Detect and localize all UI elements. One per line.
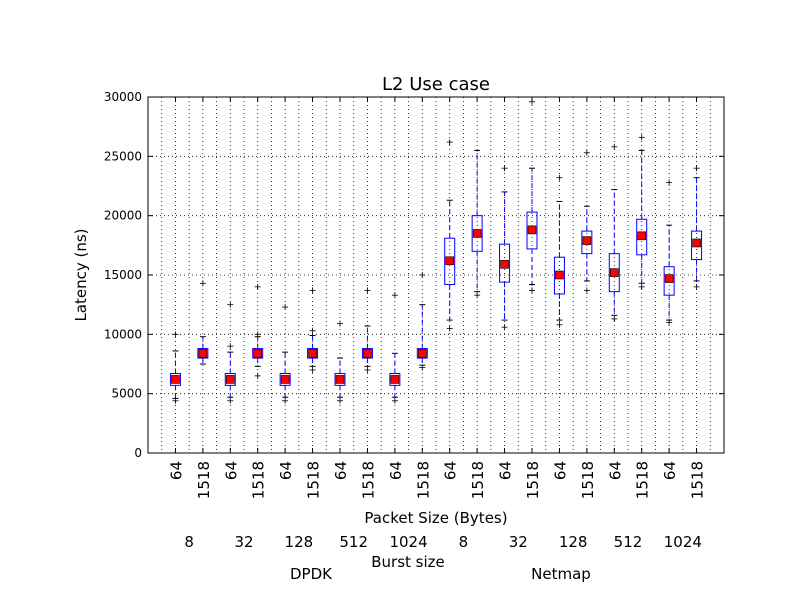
box-netmap-128-64 [553, 174, 565, 328]
box-netmap-512-1518 [636, 134, 648, 290]
box-dpdk-128-1518 [307, 287, 319, 373]
plot-area [169, 98, 703, 404]
mean-marker [198, 349, 208, 358]
mean-marker [664, 274, 674, 283]
burst-size-label: 8 [184, 533, 194, 551]
y-tick-label: 25000 [104, 149, 142, 163]
y-axis-label: Latency (ns) [72, 228, 90, 321]
x-tick-label: 64 [442, 461, 460, 480]
chart-title: L2 Use case [382, 74, 490, 95]
burst-size-label: 1024 [664, 533, 702, 551]
x-tick-label: 1518 [469, 461, 487, 499]
burst-size-label: 32 [234, 533, 253, 551]
box-iqr [526, 211, 538, 250]
x-tick-label: 64 [167, 461, 185, 480]
x-tick-label: 1518 [579, 461, 597, 499]
burst-size-label: 512 [614, 533, 643, 551]
mean-marker [472, 229, 482, 238]
mean-marker [308, 349, 317, 358]
x-tick-label: 1518 [305, 461, 323, 499]
burst-size-label: 32 [509, 533, 528, 551]
group-label-dpdk: DPDK [290, 565, 333, 583]
box-dpdk-1024-1518 [416, 272, 428, 371]
box-netmap-512-64 [608, 143, 620, 322]
y-tick-label: 15000 [104, 268, 142, 282]
mean-marker [527, 225, 537, 235]
box-netmap-128-1518 [581, 149, 593, 294]
mean-marker [555, 270, 564, 280]
x-tick-label: 64 [222, 461, 240, 480]
x-tick-label: 1518 [195, 461, 213, 499]
burst-size-label: 512 [339, 533, 368, 551]
x-tick-label: 1518 [634, 461, 652, 499]
box-iqr [553, 256, 565, 295]
x-tick-label: 1518 [250, 461, 268, 499]
x-tick-label: 1518 [524, 461, 542, 499]
x-tick-label: 64 [277, 461, 295, 480]
box-netmap-1024-64 [663, 179, 675, 326]
x-tick-label: 1518 [689, 461, 707, 499]
x-tick-label: 1518 [359, 461, 377, 499]
mean-marker [363, 349, 372, 358]
box-iqr [499, 243, 511, 283]
x-tick-label: 64 [497, 461, 515, 480]
box-netmap-8-1518 [471, 149, 483, 299]
box-iqr [581, 230, 593, 255]
box-iqr [636, 218, 648, 256]
burst-size-label: 8 [459, 533, 469, 551]
box-dpdk-128-64 [279, 304, 291, 404]
mean-marker [609, 268, 619, 277]
box-dpdk-32-64 [224, 301, 236, 404]
box-netmap-8-64 [444, 139, 456, 332]
burst-size-axis-label: Burst size [371, 553, 445, 571]
y-tick-label: 20000 [104, 209, 142, 223]
x-tick-label: 64 [387, 461, 405, 480]
group-label-netmap: Netmap [531, 565, 591, 583]
box-dpdk-512-1518 [361, 287, 373, 373]
mean-marker [390, 375, 400, 384]
burst-size-label: 1024 [389, 533, 427, 551]
mean-marker [335, 375, 345, 384]
x-tick-label: 64 [332, 461, 350, 480]
box-netmap-32-64 [499, 165, 511, 331]
box-dpdk-8-1518 [197, 280, 209, 365]
x-tick-label: 64 [661, 461, 679, 480]
y-tick-label: 5000 [111, 387, 142, 401]
mean-marker [225, 375, 235, 384]
mean-marker [445, 256, 455, 266]
box-iqr [663, 266, 675, 296]
box-dpdk-32-1518 [252, 283, 264, 379]
mean-marker [692, 238, 701, 248]
mean-marker [500, 260, 509, 269]
box-dpdk-8-64 [169, 331, 181, 404]
x-tick-label: 64 [551, 461, 569, 480]
x-tick-label: 64 [606, 461, 624, 480]
box-dpdk-512-64 [334, 320, 346, 404]
mean-marker [280, 375, 290, 384]
mean-marker [171, 375, 180, 384]
box-iqr [444, 237, 456, 285]
mean-marker [637, 231, 647, 241]
mean-marker [253, 349, 263, 358]
x-tick-label: 1518 [414, 461, 432, 499]
mean-marker [582, 236, 592, 245]
y-tick-label: 30000 [104, 90, 142, 104]
y-axis: 0 5000 10000 15000 20000 25000 30000 [104, 90, 724, 460]
burst-size-label: 128 [285, 533, 314, 551]
burst-size-labels: 8 32 128 512 1024 8 32 128 512 1024 [184, 533, 702, 551]
mean-marker [417, 349, 427, 358]
box-dpdk-1024-64 [389, 292, 401, 404]
box-netmap-1024-1518 [691, 165, 703, 290]
x-axis: 64 1518 64 1518 64 1518 64 1518 64 1518 64 1518 64 15… [167, 97, 707, 499]
y-tick-label: 10000 [104, 327, 142, 341]
x-axis-label: Packet Size (Bytes) [364, 509, 507, 527]
burst-size-label: 128 [559, 533, 588, 551]
box-iqr [691, 230, 703, 261]
y-tick-label: 0 [134, 446, 142, 460]
